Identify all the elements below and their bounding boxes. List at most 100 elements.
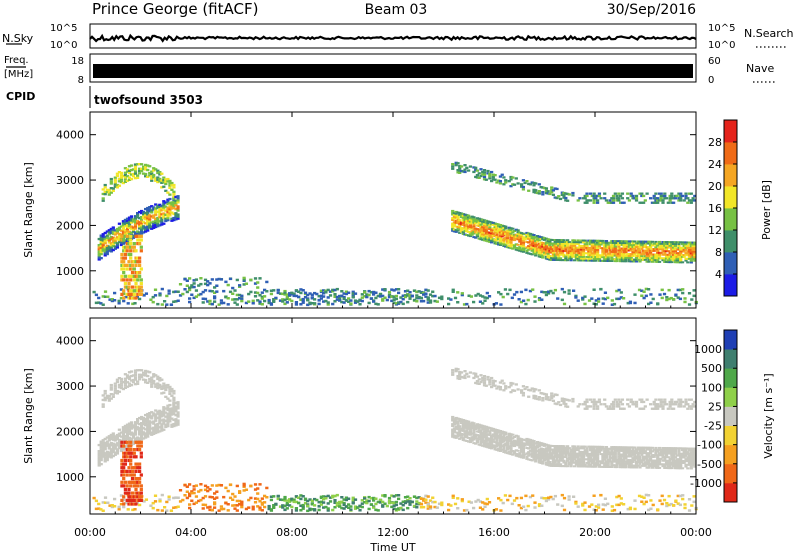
power-cell xyxy=(647,257,651,260)
power-cell xyxy=(574,294,578,298)
velocity-cell xyxy=(611,455,616,458)
velocity-cell xyxy=(168,403,172,407)
power-cell xyxy=(588,250,593,253)
power-cell xyxy=(99,240,103,243)
velocity-cell xyxy=(650,407,655,410)
power-cell xyxy=(540,290,544,294)
velocity-cell xyxy=(154,385,158,388)
power-cell xyxy=(580,246,584,249)
velocity-cell xyxy=(619,457,623,460)
power-cell xyxy=(467,225,471,228)
velocity-cell xyxy=(592,449,596,452)
power-cell xyxy=(172,197,176,200)
velocity-cell xyxy=(601,462,605,465)
power-cell xyxy=(636,240,640,243)
velocity-cell xyxy=(557,445,561,448)
power-cell xyxy=(656,302,660,305)
velocity-cell xyxy=(154,383,158,386)
power-cell xyxy=(422,291,426,295)
power-cell xyxy=(629,245,633,248)
power-cell xyxy=(486,222,490,225)
power-cell xyxy=(136,289,140,293)
power-cell xyxy=(673,253,678,256)
power-cell xyxy=(663,253,667,256)
power-cell xyxy=(356,300,360,303)
velocity-cell xyxy=(127,382,132,385)
velocity-cell xyxy=(620,448,625,451)
power-cell xyxy=(615,243,619,246)
power-cell xyxy=(594,239,598,242)
velocity-cell xyxy=(587,454,591,457)
velocity-cell xyxy=(610,453,614,456)
velocity-cell xyxy=(117,440,122,444)
power-cell xyxy=(654,242,658,245)
power-cell xyxy=(599,241,603,244)
velocity-cell xyxy=(474,372,478,375)
colorbar-swatch xyxy=(724,186,737,209)
power-cell xyxy=(679,255,683,258)
power-cell xyxy=(451,288,455,292)
velocity-cell xyxy=(168,385,172,389)
power-cell xyxy=(451,213,455,216)
power-cell xyxy=(168,186,172,189)
power-cell xyxy=(459,214,464,217)
velocity-cell xyxy=(620,403,625,406)
power-cell xyxy=(110,299,114,303)
power-cell xyxy=(585,252,589,255)
power-cell xyxy=(634,197,639,200)
power-cell xyxy=(619,256,623,259)
velocity-cell xyxy=(103,389,107,393)
power-cell xyxy=(142,210,146,214)
power-cell xyxy=(297,295,301,299)
power-cell xyxy=(467,220,471,222)
velocity-cell xyxy=(111,446,115,449)
velocity-cell xyxy=(560,456,564,458)
velocity-cell xyxy=(594,445,598,448)
power-cell xyxy=(174,201,178,205)
velocity-cell xyxy=(682,451,686,453)
power-cell xyxy=(440,295,444,298)
power-cell xyxy=(534,189,538,192)
velocity-cell xyxy=(107,445,111,448)
velocity-cell xyxy=(569,454,573,457)
velocity-cell xyxy=(629,460,633,463)
power-cell xyxy=(555,259,559,261)
power-cell xyxy=(656,253,660,256)
power-cell xyxy=(488,172,492,175)
power-cell xyxy=(490,170,494,174)
velocity-cell xyxy=(587,465,591,468)
power-cell xyxy=(174,214,178,217)
velocity-cell xyxy=(578,458,582,461)
power-cell xyxy=(681,288,685,291)
velocity-cell xyxy=(629,400,633,404)
velocity-cell xyxy=(136,382,140,385)
power-cell xyxy=(136,274,140,278)
power-cell xyxy=(580,239,584,242)
velocity-cell xyxy=(535,397,540,401)
velocity-cell xyxy=(459,418,464,421)
velocity-cell xyxy=(472,433,476,436)
power-cell xyxy=(152,226,156,229)
power-cell xyxy=(136,174,140,177)
velocity-cell xyxy=(581,454,586,457)
power-cell xyxy=(315,292,319,296)
power-cell xyxy=(192,285,196,289)
velocity-cell xyxy=(610,407,614,410)
power-cell xyxy=(693,257,697,260)
power-cell xyxy=(636,255,640,258)
velocity-cell xyxy=(482,434,487,437)
power-cell xyxy=(613,240,617,243)
power-cell xyxy=(134,281,138,286)
power-cell xyxy=(499,292,503,296)
velocity-cell xyxy=(452,434,457,437)
power-cell xyxy=(129,263,133,267)
velocity-cell xyxy=(608,453,612,456)
velocity-cell xyxy=(666,448,670,451)
power-cell xyxy=(564,250,568,253)
power-cell xyxy=(541,251,545,254)
power-cell xyxy=(472,300,476,304)
velocity-cell xyxy=(170,407,174,410)
power-cell xyxy=(562,194,566,197)
power-cell xyxy=(249,290,253,294)
velocity-cell xyxy=(679,465,683,468)
